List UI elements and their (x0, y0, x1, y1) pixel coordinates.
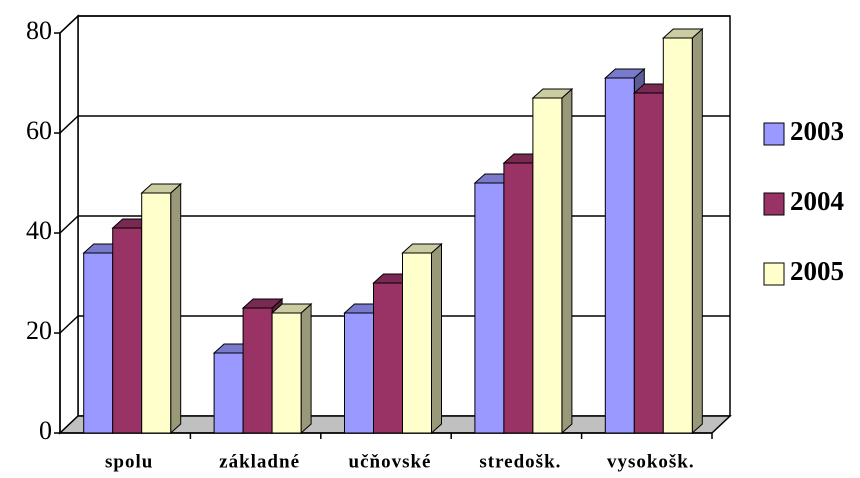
bar-side (431, 242, 442, 435)
bar (373, 282, 403, 434)
grid-line (59, 315, 79, 334)
bar-side (561, 87, 573, 435)
bar (213, 352, 244, 434)
bar (112, 227, 143, 434)
x-tick-label: spolu (105, 451, 153, 472)
y-tick-label: 40 (26, 216, 52, 245)
bar (242, 307, 273, 434)
y-tick-label: 80 (26, 16, 52, 45)
y-tick-label: 20 (26, 316, 52, 345)
x-tick-label: základné (219, 451, 300, 472)
x-tick-label: stredošk. (479, 451, 561, 472)
legend-label: 2003 (790, 116, 844, 146)
x-tick-label: učňovské (349, 451, 432, 472)
x-tick-label: vysokošk. (607, 451, 695, 472)
y-tick-label: 0 (39, 416, 52, 445)
legend-label: 2004 (790, 186, 844, 216)
bar (271, 312, 302, 434)
legend-swatch (763, 262, 785, 286)
grid-line (59, 115, 79, 134)
bar (662, 37, 693, 434)
bar (532, 97, 563, 434)
bar (344, 312, 374, 434)
bar (83, 252, 114, 434)
grid-line (59, 215, 79, 234)
grid-line (59, 15, 79, 34)
bar-side (170, 182, 182, 435)
bar (474, 182, 505, 434)
legend-label: 2005 (790, 256, 844, 286)
bar (503, 162, 534, 434)
y-tick-label: 60 (26, 116, 52, 145)
legend-swatch (763, 192, 785, 216)
bar (633, 92, 664, 434)
bar (402, 252, 432, 434)
bar-side (300, 302, 312, 435)
bar (604, 77, 635, 434)
bar-side (691, 27, 703, 435)
legend-swatch (763, 122, 785, 146)
bar (141, 192, 172, 434)
